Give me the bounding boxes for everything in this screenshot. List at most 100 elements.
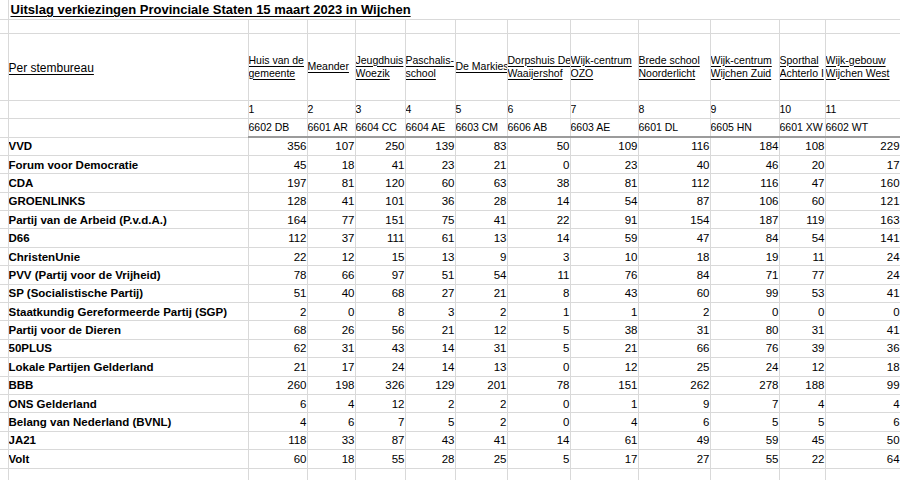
vote-cell[interactable]: 17 xyxy=(570,450,638,468)
party-name-cell[interactable]: 50PLUS xyxy=(8,339,248,357)
gutter-cell[interactable] xyxy=(0,468,8,480)
vote-cell[interactable]: 260 xyxy=(248,376,307,394)
station-number-cell[interactable]: 7 xyxy=(570,100,638,118)
station-postcode-cell[interactable]: 6601 DL xyxy=(638,118,710,137)
vote-cell[interactable]: 1 xyxy=(570,394,638,412)
vote-cell[interactable]: 50 xyxy=(825,431,900,449)
vote-cell[interactable]: 188 xyxy=(779,376,825,394)
vote-cell[interactable]: 19 xyxy=(710,247,779,265)
vote-cell[interactable]: 91 xyxy=(570,211,638,229)
station-name-cell[interactable]: Dorpshuis DeWaaijershof xyxy=(507,33,570,100)
vote-cell[interactable]: 1 xyxy=(507,303,570,321)
vote-cell[interactable]: 26 xyxy=(307,321,355,339)
vote-cell[interactable]: 21 xyxy=(455,284,507,302)
vote-cell[interactable]: 3 xyxy=(405,303,455,321)
vote-cell[interactable]: 23 xyxy=(405,155,455,173)
vote-cell[interactable]: 108 xyxy=(779,137,825,155)
vote-cell[interactable]: 25 xyxy=(638,358,710,376)
vote-cell[interactable]: 41 xyxy=(455,211,507,229)
station-postcode-cell[interactable]: 6601 AR xyxy=(307,118,355,137)
vote-cell[interactable]: 5 xyxy=(405,413,455,431)
gutter-cell[interactable] xyxy=(0,33,8,100)
vote-cell[interactable]: 278 xyxy=(710,376,779,394)
vote-cell[interactable]: 21 xyxy=(570,339,638,357)
vote-cell[interactable]: 0 xyxy=(507,358,570,376)
vote-cell[interactable]: 64 xyxy=(825,450,900,468)
vote-cell[interactable]: 31 xyxy=(307,339,355,357)
party-name-cell[interactable]: BBB xyxy=(8,376,248,394)
vote-cell[interactable]: 81 xyxy=(570,174,638,192)
vote-cell[interactable]: 121 xyxy=(825,192,900,210)
vote-cell[interactable]: 41 xyxy=(825,284,900,302)
vote-cell[interactable]: 17 xyxy=(825,155,900,173)
vote-cell[interactable]: 61 xyxy=(570,431,638,449)
station-postcode-cell[interactable]: 6605 HN xyxy=(710,118,779,137)
vote-cell[interactable]: 11 xyxy=(779,247,825,265)
vote-cell[interactable]: 18 xyxy=(307,155,355,173)
empty-cell[interactable] xyxy=(307,19,355,33)
empty-cell[interactable] xyxy=(710,468,779,480)
station-number-cell[interactable]: 8 xyxy=(638,100,710,118)
vote-cell[interactable]: 33 xyxy=(307,431,355,449)
vote-cell[interactable]: 9 xyxy=(638,394,710,412)
vote-cell[interactable]: 45 xyxy=(779,431,825,449)
vote-cell[interactable]: 151 xyxy=(355,211,405,229)
vote-cell[interactable]: 7 xyxy=(710,394,779,412)
vote-cell[interactable]: 7 xyxy=(355,413,405,431)
vote-cell[interactable]: 55 xyxy=(710,450,779,468)
vote-cell[interactable]: 47 xyxy=(779,174,825,192)
vote-cell[interactable]: 21 xyxy=(405,321,455,339)
vote-cell[interactable]: 68 xyxy=(355,284,405,302)
vote-cell[interactable]: 6 xyxy=(248,394,307,412)
row-label-header-cell[interactable]: Per stembureau xyxy=(8,33,248,100)
gutter-cell[interactable] xyxy=(0,192,8,210)
gutter-cell[interactable] xyxy=(0,358,8,376)
empty-cell[interactable] xyxy=(638,19,710,33)
vote-cell[interactable]: 4 xyxy=(570,413,638,431)
vote-cell[interactable]: 4 xyxy=(307,394,355,412)
gutter-cell[interactable] xyxy=(0,174,8,192)
vote-cell[interactable]: 139 xyxy=(405,137,455,155)
vote-cell[interactable]: 2 xyxy=(455,394,507,412)
vote-cell[interactable]: 83 xyxy=(455,137,507,155)
station-number-cell[interactable]: 5 xyxy=(455,100,507,118)
party-name-cell[interactable]: Partij van de Arbeid (P.v.d.A.) xyxy=(8,211,248,229)
vote-cell[interactable]: 55 xyxy=(355,450,405,468)
gutter-cell[interactable] xyxy=(0,137,8,155)
vote-cell[interactable]: 43 xyxy=(355,339,405,357)
empty-cell[interactable] xyxy=(455,19,507,33)
empty-cell[interactable] xyxy=(8,100,248,118)
vote-cell[interactable]: 12 xyxy=(570,358,638,376)
vote-cell[interactable]: 18 xyxy=(825,358,900,376)
vote-cell[interactable]: 229 xyxy=(825,137,900,155)
vote-cell[interactable]: 61 xyxy=(405,229,455,247)
vote-cell[interactable]: 0 xyxy=(825,303,900,321)
party-name-cell[interactable]: GROENLINKS xyxy=(8,192,248,210)
station-postcode-cell[interactable]: 6603 AE xyxy=(570,118,638,137)
vote-cell[interactable]: 10 xyxy=(570,247,638,265)
vote-cell[interactable]: 326 xyxy=(355,376,405,394)
station-postcode-cell[interactable]: 6603 CM xyxy=(455,118,507,137)
empty-cell[interactable] xyxy=(248,19,307,33)
empty-cell[interactable] xyxy=(570,468,638,480)
vote-cell[interactable]: 37 xyxy=(307,229,355,247)
station-postcode-cell[interactable]: 6606 AB xyxy=(507,118,570,137)
gutter-cell[interactable] xyxy=(0,229,8,247)
vote-cell[interactable]: 120 xyxy=(355,174,405,192)
empty-cell[interactable] xyxy=(779,468,825,480)
empty-cell[interactable] xyxy=(638,468,710,480)
empty-cell[interactable] xyxy=(405,468,455,480)
party-name-cell[interactable]: SP (Socialistische Partij) xyxy=(8,284,248,302)
vote-cell[interactable]: 51 xyxy=(248,284,307,302)
gutter-cell[interactable] xyxy=(0,211,8,229)
gutter-cell[interactable] xyxy=(0,431,8,449)
vote-cell[interactable]: 4 xyxy=(779,394,825,412)
vote-cell[interactable]: 36 xyxy=(405,192,455,210)
vote-cell[interactable]: 129 xyxy=(405,376,455,394)
vote-cell[interactable]: 9 xyxy=(455,247,507,265)
empty-cell[interactable] xyxy=(710,19,779,33)
vote-cell[interactable]: 1 xyxy=(570,303,638,321)
vote-cell[interactable]: 12 xyxy=(307,247,355,265)
party-name-cell[interactable]: Partij voor de Dieren xyxy=(8,321,248,339)
vote-cell[interactable]: 160 xyxy=(825,174,900,192)
